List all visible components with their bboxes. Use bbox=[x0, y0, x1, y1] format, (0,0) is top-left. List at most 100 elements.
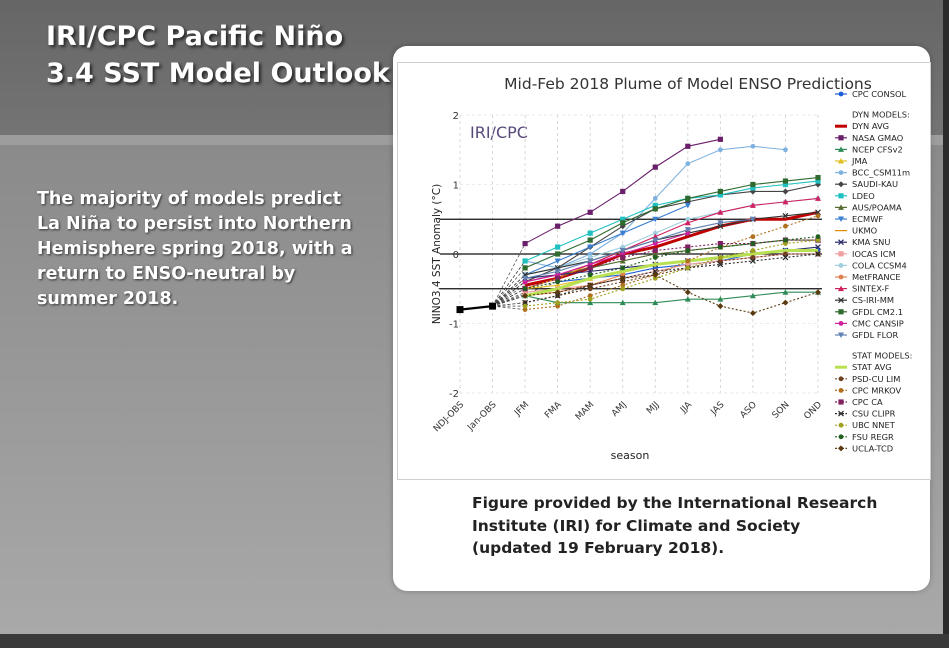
data-point bbox=[620, 254, 626, 261]
data-point bbox=[555, 279, 561, 285]
forecast-connector bbox=[492, 260, 526, 307]
series-line bbox=[524, 232, 688, 283]
legend-label: BCC_CSM11m bbox=[852, 168, 910, 178]
legend-label: CPC CONSOL bbox=[852, 89, 907, 99]
y-tick-label: -1 bbox=[449, 320, 459, 331]
data-point bbox=[684, 227, 691, 233]
legend-marker bbox=[838, 309, 844, 315]
data-point bbox=[652, 268, 659, 275]
forecast-connector bbox=[492, 243, 526, 307]
data-point bbox=[652, 251, 659, 257]
data-point bbox=[684, 296, 691, 302]
data-point bbox=[587, 265, 593, 271]
enso-plume-chart: Mid-Feb 2018 Plume of Model ENSO Predict… bbox=[431, 75, 912, 462]
series-line bbox=[524, 197, 819, 283]
legend-item: GFDL FLOR bbox=[835, 330, 898, 340]
data-point bbox=[555, 303, 561, 309]
legend-label: CPC MRKOV bbox=[852, 385, 902, 395]
data-point bbox=[685, 195, 691, 201]
data-point bbox=[522, 279, 528, 285]
x-tick-label: AMJ bbox=[610, 400, 629, 419]
title-line-2: 3.4 SST Model Outlook bbox=[46, 58, 390, 89]
legend-marker bbox=[838, 216, 844, 222]
legend-item: IOCAS ICM bbox=[835, 249, 896, 259]
legend-label: KMA SNU bbox=[852, 237, 890, 247]
y-axis-label: NINO3.4 SST Anomaly (°C) bbox=[431, 184, 443, 324]
data-point bbox=[717, 261, 724, 268]
data-point bbox=[749, 292, 756, 299]
caption-line-3: (updated 19 February 2018). bbox=[472, 539, 725, 557]
data-point bbox=[587, 244, 594, 251]
data-point bbox=[652, 247, 658, 254]
data-point bbox=[717, 296, 724, 302]
legend-label: LDEO bbox=[852, 191, 875, 201]
legend-item: UCLA-TCD bbox=[835, 443, 893, 453]
series-line bbox=[524, 218, 753, 279]
observed-point bbox=[456, 306, 464, 314]
forecast-connector bbox=[492, 281, 558, 307]
data-point bbox=[749, 202, 756, 208]
legend-item: BCC_CSM11m bbox=[835, 168, 910, 178]
legend-item: CSU CLIPR bbox=[835, 409, 896, 419]
legend-marker bbox=[838, 285, 844, 292]
legend-item: JMA bbox=[835, 156, 868, 166]
series-line bbox=[524, 183, 819, 283]
caption-line-2: Institute (IRI) for Climate and Society bbox=[472, 516, 801, 535]
legend-marker bbox=[838, 135, 844, 141]
legend-label: JMA bbox=[851, 156, 868, 166]
series-stat-avg bbox=[524, 249, 818, 298]
data-point bbox=[717, 255, 723, 260]
legend-item: STAT AVG bbox=[835, 362, 892, 372]
data-point bbox=[815, 289, 821, 296]
forecast-connector bbox=[492, 288, 526, 307]
data-point bbox=[717, 209, 724, 215]
data-point bbox=[620, 279, 626, 285]
forecast-connector bbox=[492, 267, 526, 307]
figure-caption: Figure provided by the International Res… bbox=[472, 492, 902, 560]
data-point bbox=[619, 299, 626, 306]
legend-marker bbox=[838, 263, 844, 268]
slide: IRI/CPC Pacific Niño 3.4 SST Model Outlo… bbox=[0, 0, 943, 634]
series-line bbox=[525, 274, 819, 314]
x-axis-label: season bbox=[611, 449, 650, 462]
data-point bbox=[749, 216, 756, 223]
data-point bbox=[587, 251, 593, 257]
legend-marker bbox=[838, 376, 844, 382]
legend-item: SAUDI-KAU bbox=[835, 179, 898, 189]
legend-marker bbox=[838, 158, 844, 164]
legend-item: DYN AVG bbox=[835, 121, 889, 131]
series-fsu-regr bbox=[522, 234, 821, 292]
legend-label: CSU CLIPR bbox=[852, 409, 896, 419]
data-point bbox=[815, 178, 821, 184]
data-point bbox=[783, 223, 788, 229]
x-tick-label: NDJ-OBS bbox=[432, 400, 466, 434]
forecast-connector bbox=[492, 302, 526, 307]
data-point bbox=[587, 258, 594, 264]
data-point bbox=[587, 296, 593, 302]
data-point bbox=[717, 188, 723, 195]
chart-watermark: IRI/CPC bbox=[470, 123, 528, 142]
data-point bbox=[522, 307, 528, 312]
series-line bbox=[524, 211, 819, 276]
data-point bbox=[685, 230, 691, 236]
series-line bbox=[525, 239, 819, 307]
data-point bbox=[782, 254, 789, 261]
data-point bbox=[783, 147, 788, 153]
legend: CPC CONSOL DYN MODELS:DYN AVG NASA GMAONCE… bbox=[835, 89, 912, 453]
data-point bbox=[652, 241, 658, 246]
legend-marker bbox=[838, 274, 844, 280]
legend-item: UKMO bbox=[835, 226, 878, 236]
data-point bbox=[652, 237, 659, 244]
legend-marker bbox=[838, 91, 844, 97]
data-point bbox=[685, 244, 691, 250]
data-point bbox=[554, 292, 561, 299]
data-point bbox=[620, 286, 626, 292]
series-psd-cu-lim bbox=[522, 251, 821, 306]
legend-marker bbox=[838, 445, 844, 452]
data-point bbox=[522, 275, 529, 282]
legend-label: CPC CA bbox=[852, 397, 883, 407]
legend-item: SINTEX-F bbox=[835, 284, 889, 294]
legend-marker bbox=[838, 146, 844, 152]
data-point bbox=[619, 275, 626, 282]
legend-marker bbox=[838, 181, 844, 188]
